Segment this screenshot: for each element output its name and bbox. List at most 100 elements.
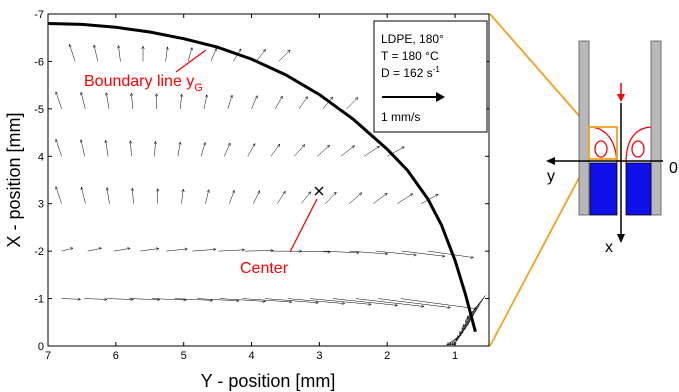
velocity-vector	[287, 298, 345, 304]
velocity-vector-head	[165, 46, 169, 50]
velocity-vector-head	[203, 141, 206, 146]
velocity-vector	[113, 248, 131, 252]
velocity-vector-head	[409, 193, 414, 197]
velocity-vector	[317, 145, 330, 157]
velocity-vector-head	[80, 91, 84, 96]
velocity-vector	[61, 298, 81, 300]
velocity-vector-head	[447, 342, 451, 346]
velocity-vector	[130, 140, 132, 157]
flow-direction-arrowhead	[617, 94, 625, 102]
velocity-vector	[219, 298, 266, 302]
legend-material: LDPE, 180°	[381, 32, 444, 46]
velocity-vector-head	[238, 48, 242, 52]
velocity-vector	[465, 299, 484, 323]
velocity-vector-head	[178, 141, 182, 145]
velocity-vector	[192, 249, 217, 252]
axis-ticks	[47, 13, 489, 347]
velocity-vector	[301, 191, 311, 204]
callout-lines	[489, 13, 590, 347]
y-axis-label: y	[547, 168, 555, 185]
velocity-vector	[118, 45, 121, 62]
right-plate	[650, 40, 662, 216]
velocity-vector-head	[287, 49, 291, 53]
velocity-vector-head	[252, 143, 256, 147]
velocity-vector-head	[104, 297, 108, 301]
x-tick-label: 3	[316, 350, 322, 362]
velocity-vector	[197, 298, 240, 302]
y-tick-label: -1	[34, 294, 44, 306]
velocity-vector	[177, 141, 181, 157]
x-tick-label: 1	[452, 350, 458, 362]
velocity-vector	[205, 189, 210, 204]
legend-shear-rate: D = 162 s-1	[381, 65, 440, 80]
velocity-vector-head	[98, 247, 103, 251]
legend-reference-arrowhead	[436, 92, 445, 102]
velocity-vector	[105, 140, 109, 157]
velocity-vector	[105, 92, 110, 109]
velocity-vector-head	[329, 96, 334, 100]
velocity-vector	[294, 144, 305, 157]
velocity-vector-head	[376, 145, 380, 149]
velocity-vector	[203, 94, 208, 109]
velocity-vector	[131, 93, 134, 109]
velocity-vector	[80, 92, 86, 109]
vortex-right	[631, 140, 645, 158]
velocity-vector-head	[333, 191, 337, 196]
velocity-vector-head	[55, 91, 59, 95]
velocity-vector	[180, 94, 182, 109]
legend-temperature: T = 180 °C	[381, 49, 439, 63]
velocity-vector-head	[435, 193, 439, 197]
velocity-vector-head	[155, 247, 160, 251]
velocity-vector-head	[105, 187, 109, 191]
velocity-vector-head	[262, 299, 267, 303]
velocity-vector-head	[466, 316, 470, 321]
x-tick-label: 7	[45, 350, 51, 362]
velocity-vector-head	[93, 44, 96, 48]
velocity-vector-head	[301, 144, 306, 148]
velocity-vector	[174, 298, 213, 301]
velocity-vector	[278, 49, 291, 62]
y-axis-arrowhead	[546, 157, 555, 165]
center-marker	[314, 186, 324, 196]
velocity-vector	[106, 298, 134, 300]
velocity-vector-head	[127, 247, 131, 251]
boundary-pointer	[175, 49, 207, 73]
velocity-vector	[132, 188, 134, 204]
velocity-vector	[87, 247, 102, 252]
velocity-vector	[244, 250, 274, 252]
velocity-vector	[210, 48, 217, 62]
velocity-vector-head	[55, 186, 59, 190]
y-tick-label: -7	[34, 9, 44, 21]
velocity-vector	[229, 190, 235, 204]
velocity-vector	[61, 247, 74, 252]
zoom-region	[588, 126, 618, 160]
x-axis-label: x	[605, 239, 613, 256]
y-axis-title: X - position [mm]	[4, 112, 24, 247]
velocity-vector-head	[470, 255, 475, 259]
velocity-vector	[187, 47, 193, 62]
velocity-vector-head	[442, 254, 446, 258]
velocity-vector-head	[68, 43, 72, 48]
chart-legend: LDPE, 180° T = 180 °C D = 162 s-1 1 mm/s	[373, 20, 488, 133]
vector-chart: 7 6 5 4 3 2 1 -7 -6 -5 4 3 -2 -1 0 Boundary line yG C…	[4, 9, 490, 391]
velocity-vector-head	[384, 192, 388, 197]
center-pointer	[289, 198, 318, 253]
velocity-vector	[298, 96, 308, 110]
velocity-vector-head	[130, 92, 134, 97]
velocity-vector	[427, 250, 474, 258]
velocity-vector-head	[356, 251, 360, 255]
velocity-vector-head	[179, 93, 184, 97]
velocity-vector-head	[413, 253, 417, 257]
velocity-vector-head	[282, 190, 286, 195]
y-tick-label: -2	[34, 246, 44, 258]
x-tick-label: 2	[384, 350, 390, 362]
x-tick-label: 4	[248, 350, 254, 362]
die-schematic: y x 0	[546, 40, 678, 256]
y-tick-label: -6	[34, 56, 44, 68]
x-tick-label: 5	[181, 350, 187, 362]
velocity-vector-head	[69, 247, 74, 251]
velocity-vector	[81, 187, 86, 204]
velocity-vector-head	[254, 95, 258, 99]
velocity-vector-head	[421, 304, 425, 308]
velocity-vector-head	[358, 192, 363, 196]
